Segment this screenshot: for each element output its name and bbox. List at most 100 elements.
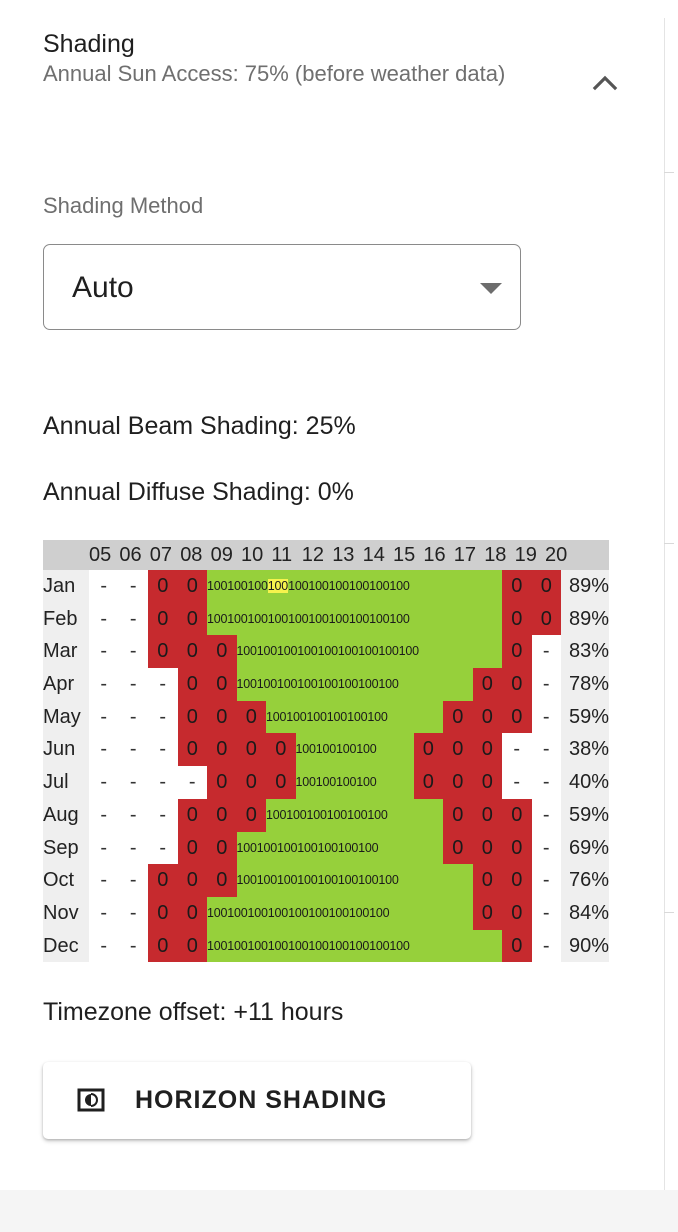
shaded-cell: 0 [177, 864, 207, 897]
month-label: Oct [43, 864, 89, 897]
horizon-shading-label: HORIZON SHADING [135, 1086, 388, 1114]
shading-panel-header[interactable]: Shading Annual Sun Access: 75% (before w… [43, 28, 623, 87]
month-sun-percent: 40% [561, 766, 609, 799]
hour-label: 06 [119, 544, 142, 566]
shaded-cell: 0 [148, 602, 178, 636]
shaded-cell: 0 [472, 864, 502, 897]
shaded-cell: 0 [502, 864, 532, 897]
sun-value: 100 [317, 873, 338, 888]
shaded-cell: 0 [443, 798, 473, 832]
sun-value: 100 [207, 611, 228, 626]
sun-value: 100 [315, 742, 337, 757]
sun-access-cells: 100100100100100100100 [236, 831, 443, 865]
no-sun-cell: - [100, 869, 108, 892]
sun-value: 100 [207, 938, 228, 953]
sun-value: 100 [389, 938, 410, 953]
sun-value: 100 [315, 775, 337, 790]
sun-value: 100 [286, 709, 307, 724]
sun-access-cells: 100100100100100100100100 [236, 864, 473, 897]
sun-value: 100 [306, 709, 327, 724]
bottom-bar [0, 1190, 678, 1232]
month-label: Aug [43, 798, 89, 832]
sun-value: 100 [356, 742, 377, 757]
sun-value: 100 [347, 709, 368, 724]
sun-value: 100 [356, 775, 377, 790]
shaded-cell: 0 [177, 929, 207, 963]
month-sun-percent: 89% [561, 570, 609, 603]
shaded-cell: 0 [472, 798, 502, 832]
sun-value: 100 [306, 807, 327, 822]
month-label: Jan [43, 570, 89, 603]
shaded-cell: 0 [148, 864, 178, 897]
month-label: Jun [43, 733, 89, 767]
no-sun-cell: - [129, 640, 137, 663]
shaded-cell: 0 [177, 798, 207, 832]
no-sun-cell: - [129, 705, 137, 728]
no-sun-cell: - [100, 771, 108, 794]
shading-method-select[interactable]: Auto [43, 244, 521, 330]
sun-value: 100 [227, 579, 248, 593]
sun-value: 100 [267, 579, 289, 593]
shaded-cell: 0 [236, 700, 266, 734]
sun-value: 100 [256, 677, 278, 692]
shaded-cell: 0 [207, 798, 237, 832]
no-sun-cell: - [542, 771, 550, 794]
shaded-cell: 0 [472, 668, 502, 701]
no-sun-cell: - [129, 607, 137, 630]
no-sun-cell: - [542, 934, 550, 957]
sun-value: 100 [286, 807, 307, 822]
hour-label: 09 [210, 544, 233, 566]
sun-value: 100 [277, 677, 298, 692]
sun-value: 100 [207, 579, 228, 593]
sun-value: 100 [326, 807, 348, 822]
sun-value: 100 [256, 644, 278, 659]
horizon-shading-button[interactable]: HORIZON SHADING [43, 1062, 471, 1139]
no-sun-cell: - [129, 934, 137, 957]
shaded-cell: 0 [177, 896, 207, 930]
sun-value: 100 [317, 677, 338, 692]
month-label: May [43, 700, 89, 734]
shaded-cell: 0 [207, 766, 237, 799]
shaded-cell: 0 [177, 635, 207, 669]
no-sun-cell: - [100, 901, 108, 924]
shading-method-label: Shading Method [43, 193, 204, 218]
hour-label: 07 [149, 544, 173, 566]
hour-label: 14 [362, 544, 385, 566]
sun-value: 100 [295, 742, 316, 757]
panel-subtitle: Annual Sun Access: 75% (before weather d… [43, 61, 506, 86]
chevron-up-icon[interactable] [590, 68, 620, 98]
month-label: Mar [43, 635, 89, 669]
sun-value: 100 [236, 840, 257, 855]
sun-access-cells: 100100100100100100100100100100 [207, 602, 502, 636]
sun-value: 100 [328, 579, 349, 593]
sun-value: 100 [369, 905, 390, 920]
sun-value: 100 [247, 579, 268, 593]
sun-value: 100 [247, 938, 268, 953]
sun-value: 100 [266, 709, 287, 724]
sun-value: 100 [207, 905, 228, 920]
sun-value: 100 [337, 873, 359, 888]
sun-value: 100 [348, 905, 370, 920]
hour-label: 08 [180, 544, 203, 566]
month-row: Nov--0010010010010010010010010010000--84… [43, 896, 609, 930]
no-sun-cell: - [542, 869, 550, 892]
sun-value: 100 [297, 840, 318, 855]
sun-value: 100 [267, 905, 289, 920]
sun-value: 100 [308, 938, 329, 953]
no-sun-cell: - [542, 738, 550, 761]
shaded-cell: 0 [266, 733, 296, 767]
sun-value: 100 [308, 905, 329, 920]
sun-value: 100 [288, 579, 309, 593]
shaded-cell: 0 [443, 733, 473, 767]
no-sun-cell: - [159, 771, 167, 794]
hour-label: 12 [301, 544, 325, 566]
sun-value: 100 [328, 905, 349, 920]
shaded-cell: 0 [472, 831, 502, 865]
sun-value: 100 [358, 644, 379, 659]
shaded-cell: 0 [472, 700, 502, 734]
sun-value: 100 [378, 677, 399, 692]
sun-value: 100 [295, 775, 316, 790]
sun-value: 100 [227, 938, 248, 953]
